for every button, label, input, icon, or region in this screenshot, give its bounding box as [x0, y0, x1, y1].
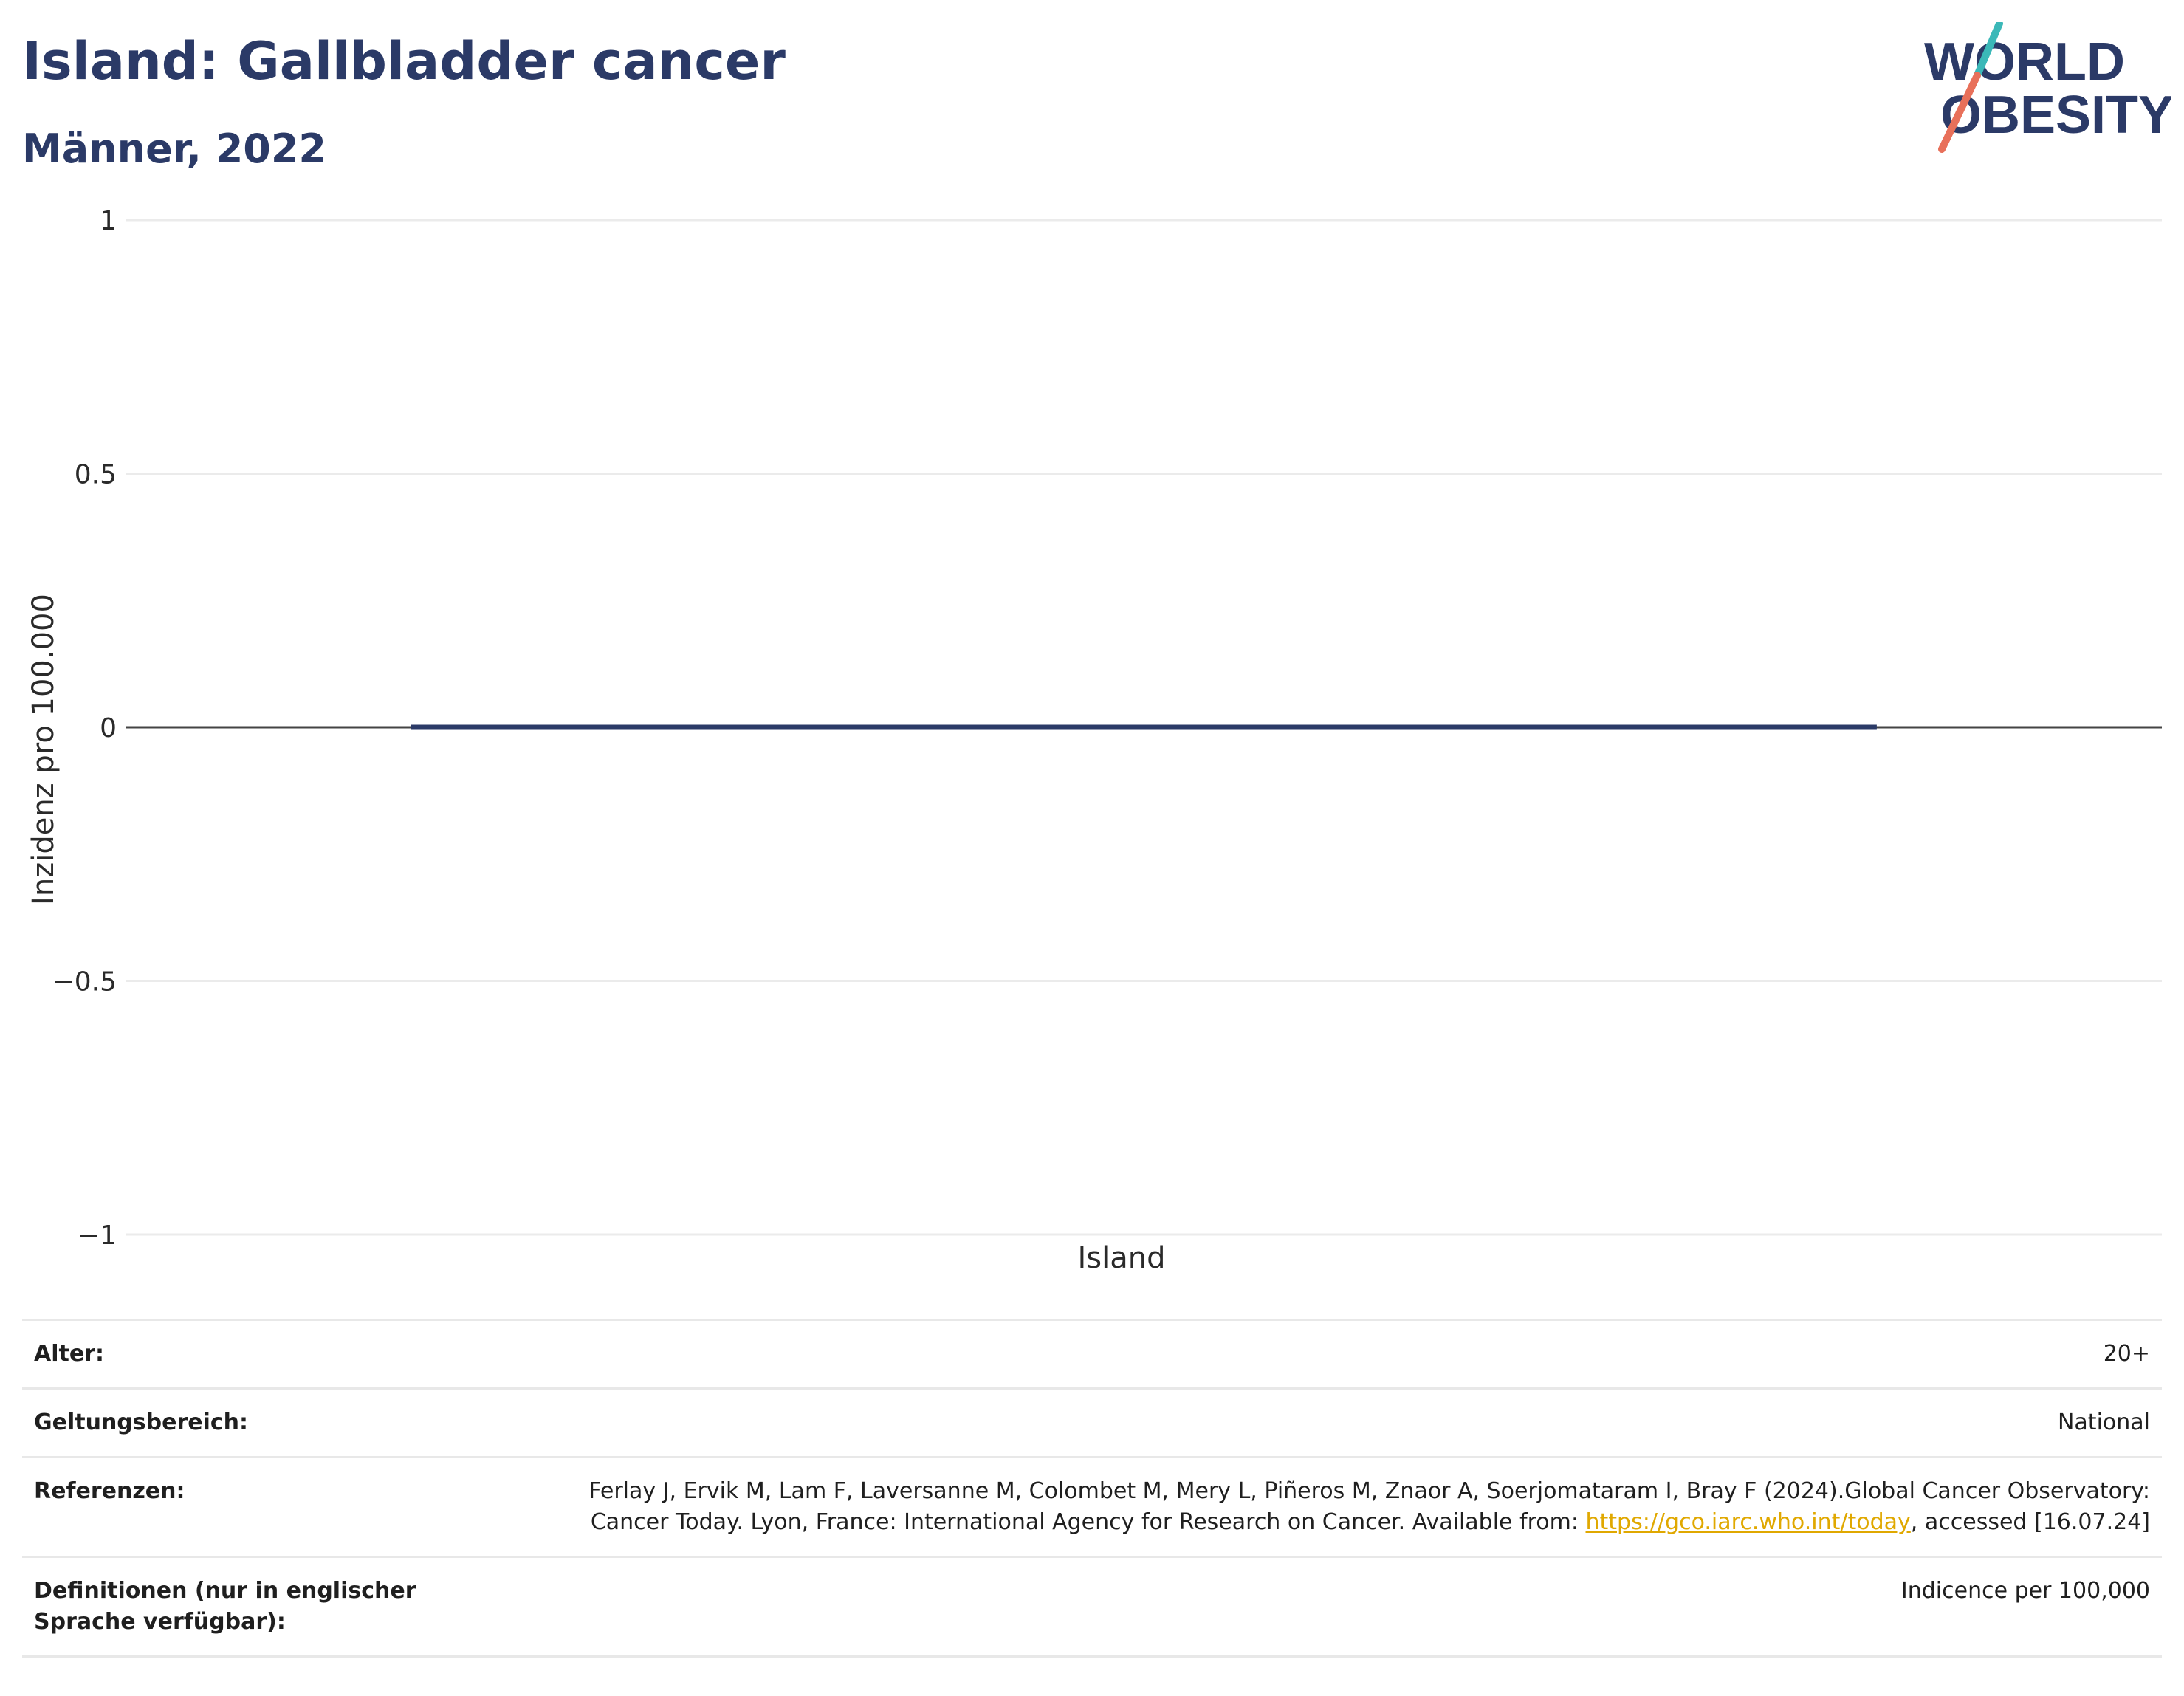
meta-label: Geltungsbereich:: [22, 1387, 518, 1458]
meta-value: Indicence per 100,000: [518, 1556, 2162, 1658]
logo-line2: OBESITY: [1940, 86, 2171, 145]
y-tick-label: −0.5: [52, 967, 117, 998]
meta-row-scope: Geltungsbereich: National: [22, 1387, 2162, 1458]
bars: [411, 724, 1877, 730]
y-tick-label: −1: [78, 1220, 117, 1251]
reference-accessed: , accessed [16.07.24]: [1910, 1509, 2150, 1535]
y-tick-label: 1: [100, 206, 117, 236]
meta-row-references: Referenzen: Ferlay J, Ervik M, Lam F, La…: [22, 1456, 2162, 1558]
page-subtitle: Männer, 2022: [22, 126, 326, 172]
reference-text: Ferlay J, Ervik M, Lam F, Laversanne M, …: [588, 1478, 2150, 1535]
metadata-table: Alter: 20+ Geltungsbereich: National Ref…: [22, 1319, 2162, 1658]
x-tick-label: Island: [1077, 1241, 1165, 1275]
y-tick-label: 0: [100, 713, 117, 744]
y-axis-title: Inzidenz pro 100.000: [27, 594, 61, 905]
y-tick-label: 0.5: [75, 460, 117, 490]
bar-chart: 1 0.5 0 −0.5 −1 Island Inzidenz pro 100.000: [27, 206, 2162, 1275]
meta-value: 20+: [518, 1319, 2162, 1390]
bar: [411, 724, 1877, 730]
x-axis-ticks: Island: [1077, 1241, 1165, 1275]
logo-line1: WORLD: [1924, 32, 2125, 92]
world-obesity-logo: WORLD OBESITY: [1924, 22, 2171, 153]
meta-value: Ferlay J, Ervik M, Lam F, Laversanne M, …: [518, 1456, 2162, 1558]
meta-row-age: Alter: 20+: [22, 1319, 2162, 1390]
logo-slash-bottom: [1938, 72, 1981, 153]
meta-label: Referenzen:: [22, 1456, 518, 1558]
y-axis-ticks: 1 0.5 0 −0.5 −1: [52, 206, 117, 1251]
reference-link[interactable]: https://gco.iarc.who.int/today: [1585, 1509, 1911, 1535]
page-title: Island: Gallbladder cancer: [22, 31, 786, 92]
meta-row-definitions: Definitionen (nur in englischer Sprache …: [22, 1556, 2162, 1658]
meta-label: Alter:: [22, 1319, 518, 1390]
logo-slash-top: [1974, 22, 2003, 79]
meta-value: National: [518, 1387, 2162, 1458]
meta-label: Definitionen (nur in englischer Sprache …: [22, 1556, 518, 1658]
